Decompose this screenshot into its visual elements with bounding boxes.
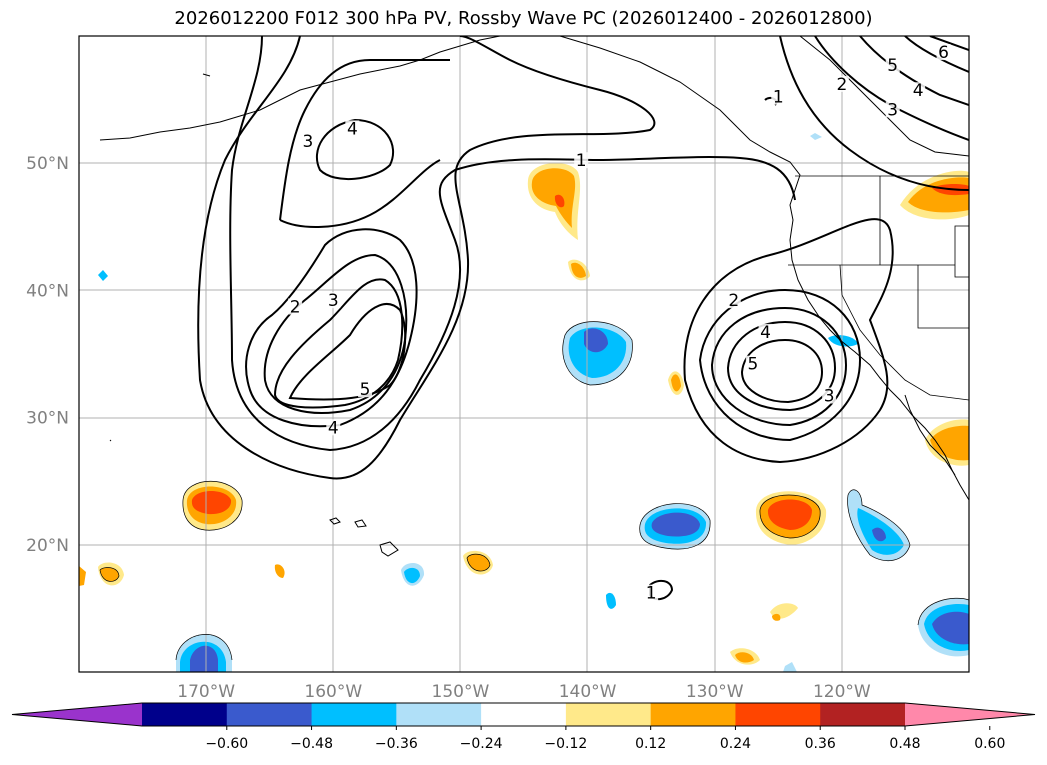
anomaly-positive-3 (668, 371, 684, 395)
contour-label-bg-16 (885, 56, 900, 73)
contour-label-3: 2 (290, 297, 301, 317)
anomaly-positive-5 (925, 419, 969, 466)
contour-label-11: 4 (328, 418, 339, 438)
colorbar-tick-label-9: 0.60 (974, 736, 1005, 752)
contour-label-bg-13 (911, 82, 926, 99)
anomaly-positive-2 (568, 259, 590, 281)
anomaly-positive-6 (182, 481, 243, 531)
contour-label-bg-4 (726, 292, 741, 309)
contour-label-6: 3 (302, 132, 313, 152)
anomaly-outlines (99, 321, 969, 661)
contour-label-bg-15 (745, 355, 760, 372)
contour-label-8: 3 (824, 387, 835, 407)
anomaly-positive-1 (527, 162, 581, 240)
anomaly-positive-7 (755, 491, 827, 545)
contour-label-bg-9 (885, 101, 900, 118)
lat-label-1: 40°N (26, 281, 69, 301)
colorbar-tick-label-2: −0.36 (375, 736, 418, 752)
colorbar-segment-7 (735, 703, 821, 726)
anomaly-negative-2 (828, 335, 858, 347)
contour-label-bg-12 (758, 323, 773, 340)
lat-label-3: 20°N (26, 536, 69, 556)
contour-label-bg-7 (326, 292, 341, 309)
contour-label-bg-6 (300, 133, 315, 150)
colorbar-segment-8 (820, 703, 906, 726)
contour-label-5: 2 (836, 75, 847, 95)
map-frame (78, 35, 970, 673)
colorbar-segment-6 (650, 703, 736, 726)
contour-label-10: 4 (347, 119, 358, 139)
colorbar-tick-label-6: 0.24 (720, 736, 751, 752)
colorbar-tick-label-8: 0.48 (889, 736, 920, 752)
lon-label-1: 160°W (304, 682, 362, 702)
lon-label-3: 140°W (559, 682, 617, 702)
colorbar-tick-label-4: −0.12 (544, 736, 587, 752)
anomaly-negative-5 (176, 634, 232, 672)
anomaly-negative-6 (918, 598, 969, 657)
contour-label-13: 4 (913, 81, 924, 101)
contour-label-bg-17 (936, 44, 951, 61)
rossby-wave-shading (79, 133, 969, 672)
colorbar-tick-label-0: −0.60 (205, 736, 248, 752)
colorbar-tick-label-7: 0.36 (805, 736, 836, 752)
colorbar-segment-0 (142, 703, 228, 726)
lat-label-2: 30°N (26, 409, 69, 429)
contour-label-17: 6 (938, 43, 949, 63)
colorbar-tick-label-3: −0.24 (460, 736, 503, 752)
contour-label-bg-2 (644, 584, 659, 601)
map-title: 2026012200 F012 300 hPa PV, Rossby Wave … (174, 8, 873, 29)
contour-label-16: 5 (887, 56, 898, 76)
contour-label-bg-0 (574, 152, 589, 169)
coastlines (99, 36, 969, 557)
longitude-labels: 170°W 160°W 150°W 140°W 130°W 120°W (177, 682, 871, 702)
contour-label-bg-8 (822, 387, 837, 404)
lon-label-2: 150°W (432, 682, 490, 702)
pv-contours (197, 36, 969, 601)
lat-label-0: 50°N (26, 154, 69, 174)
contour-label-12: 4 (760, 323, 771, 343)
colorbar-outline (11, 702, 1036, 727)
contour-label-2: 1 (646, 584, 657, 604)
latitude-labels: 50°N 40°N 30°N 20°N (26, 154, 69, 556)
contour-label-bg-10 (345, 120, 360, 137)
contour-label-14: 5 (360, 380, 371, 400)
colorbar-segment-4 (481, 703, 567, 726)
contour-label-bg-11 (326, 419, 341, 436)
contour-label-7: 3 (328, 291, 339, 311)
graticule (79, 36, 969, 672)
colorbar-segment-2 (311, 703, 397, 726)
colorbar-segment-1 (226, 703, 313, 726)
contour-label-4: 2 (728, 291, 739, 311)
colorbar: −0.60 −0.48 −0.36 −0.24 −0.12 0.12 0.24 0.36 0.4… (11, 702, 1036, 752)
colorbar-extend-high (905, 703, 1035, 726)
contour-label-bg-5 (834, 75, 849, 92)
lon-label-4: 130°W (686, 682, 744, 702)
anomaly-negative-1 (562, 321, 633, 385)
colorbar-segment-5 (565, 703, 652, 726)
colorbar-tick-label-5: 0.12 (635, 736, 666, 752)
contour-label-15: 5 (747, 355, 758, 375)
contour-label-0: 1 (576, 151, 587, 171)
contour-label-1: 1 (773, 88, 784, 108)
contour-label-bg-14 (358, 381, 373, 398)
anomaly-negative-3 (639, 503, 711, 550)
contour-label-bg-1 (771, 88, 786, 105)
contour-label-9: 3 (887, 100, 898, 120)
anomaly-negative-4 (847, 489, 910, 561)
colorbar-segment-3 (396, 703, 482, 726)
colorbar-extend-low (12, 703, 142, 726)
contour-label-bg-3 (288, 298, 303, 315)
colorbar-tick-label-1: −0.48 (290, 736, 333, 752)
map-panel (79, 36, 969, 672)
lon-label-5: 120°W (813, 682, 871, 702)
lon-label-0: 170°W (177, 682, 235, 702)
